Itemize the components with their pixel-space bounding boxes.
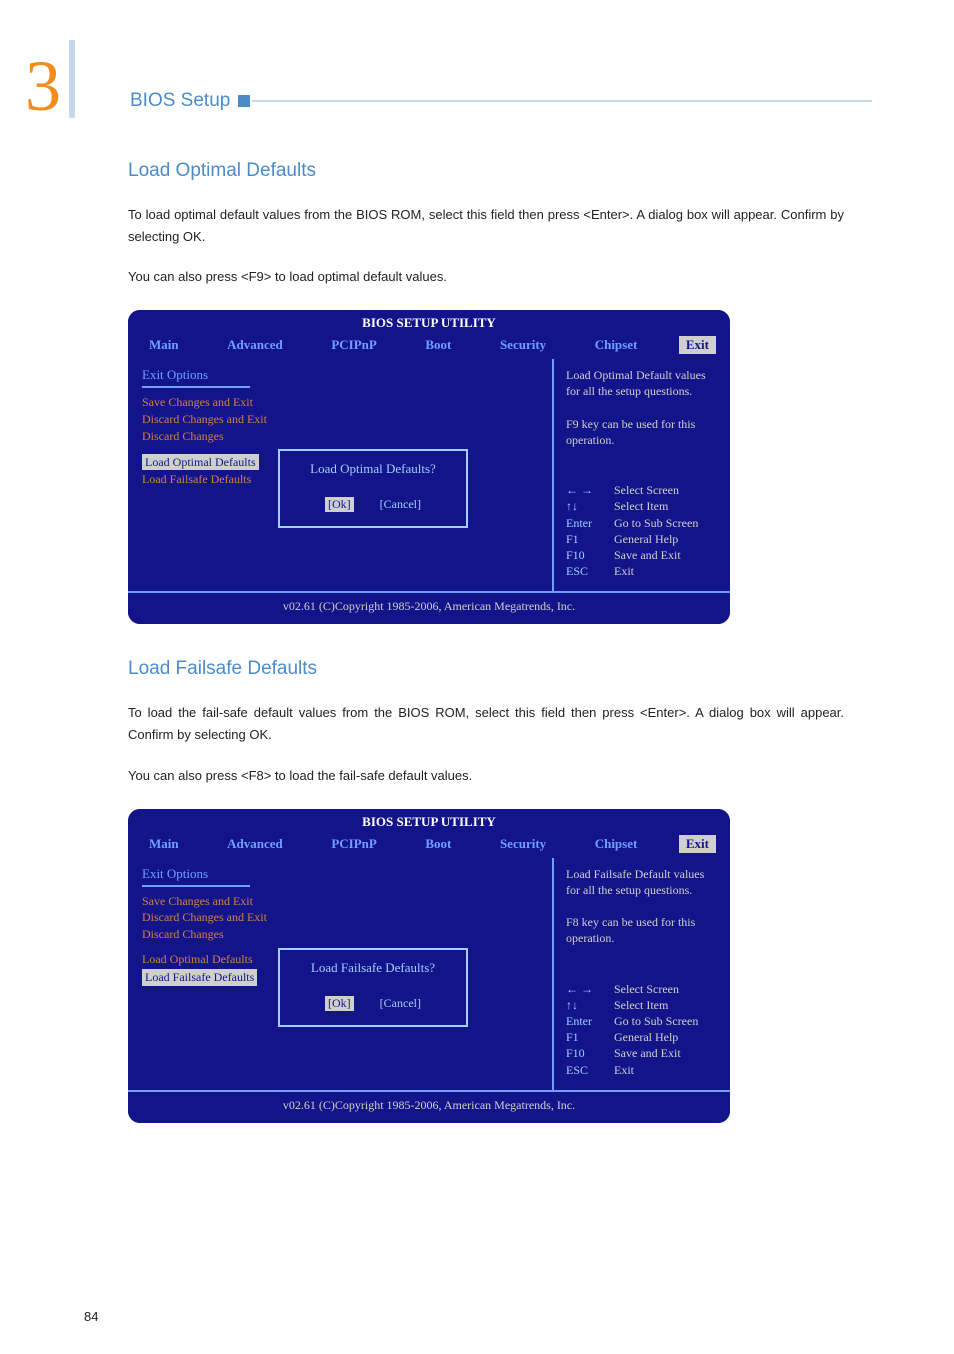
key-action: Select Item — [614, 997, 720, 1013]
bios-tab-advanced[interactable]: Advanced — [220, 336, 290, 354]
chapter-bar — [69, 40, 75, 118]
chapter-number: 3 — [25, 50, 61, 122]
bios-tab-main[interactable]: Main — [142, 336, 186, 354]
dialog-ok-button[interactable]: [Ok] — [325, 497, 354, 512]
bios-tab-pcipnp[interactable]: PCIPnP — [324, 835, 384, 853]
bios-side-desc: Load Optimal Default values for all the … — [566, 367, 720, 448]
exit-item-save[interactable]: Save Changes and Exit — [142, 893, 538, 910]
bios-side-panel: Load Failsafe Default values for all the… — [552, 858, 730, 1090]
heading-load-failsafe: Load Failsafe Defaults — [128, 658, 844, 680]
bios-main-panel: Exit Options Save Changes and Exit Disca… — [128, 858, 552, 1090]
dialog-buttons: [Ok] [Cancel] — [280, 996, 466, 1011]
section-title-line — [252, 100, 872, 102]
para-failsafe-1: To load the fail-safe default values fro… — [128, 702, 844, 746]
page-content: Load Optimal Defaults To load optimal de… — [128, 148, 844, 1133]
chapter-badge: 3 — [25, 40, 75, 122]
exit-options-title: Exit Options — [142, 367, 538, 383]
key-action: Save and Exit — [614, 1045, 720, 1061]
exit-item-save[interactable]: Save Changes and Exit — [142, 394, 538, 411]
key: F10 — [566, 1045, 614, 1061]
bios-tab-exit[interactable]: Exit — [679, 336, 716, 354]
bios-tabs: Main Advanced PCIPnP Boot Security Chips… — [128, 833, 730, 858]
bios-tab-chipset[interactable]: Chipset — [588, 835, 645, 853]
dialog-question: Load Failsafe Defaults? — [280, 960, 466, 976]
key-action: Select Screen — [614, 981, 720, 997]
key-action: General Help — [614, 1029, 720, 1045]
section-title: BIOS Setup — [130, 90, 872, 112]
bios-side-keys: ← →Select Screen ↑↓Select Item EnterGo t… — [566, 981, 720, 1078]
key: ↑↓ — [566, 997, 614, 1013]
key-action: Go to Sub Screen — [614, 515, 720, 531]
key: Enter — [566, 1013, 614, 1029]
bios-tab-main[interactable]: Main — [142, 835, 186, 853]
bios-tab-pcipnp[interactable]: PCIPnP — [324, 336, 384, 354]
exit-item-load-optimal[interactable]: Load Optimal Defaults — [142, 454, 259, 471]
key: ESC — [566, 563, 614, 579]
key-action: General Help — [614, 531, 720, 547]
exit-options-title: Exit Options — [142, 866, 538, 882]
bios-title: BIOS SETUP UTILITY — [128, 809, 730, 833]
bios-footer: v02.61 (C)Copyright 1985-2006, American … — [128, 1090, 730, 1123]
key: ← → — [566, 981, 614, 997]
exit-divider — [142, 885, 250, 887]
bios-tab-security[interactable]: Security — [493, 336, 553, 354]
bios-side-desc: Load Failsafe Default values for all the… — [566, 866, 720, 947]
exit-item-discard-exit[interactable]: Discard Changes and Exit — [142, 411, 538, 428]
key: F10 — [566, 547, 614, 563]
exit-item-load-failsafe[interactable]: Load Failsafe Defaults — [142, 969, 257, 986]
bios-main-panel: Exit Options Save Changes and Exit Disca… — [128, 359, 552, 591]
bios-tab-boot[interactable]: Boot — [418, 336, 458, 354]
bios-tab-security[interactable]: Security — [493, 835, 553, 853]
key-action: Exit — [614, 563, 720, 579]
para-failsafe-2: You can also press <F8> to load the fail… — [128, 765, 844, 787]
key: F1 — [566, 1029, 614, 1045]
bios-body: Exit Options Save Changes and Exit Disca… — [128, 858, 730, 1090]
para-optimal-1: To load optimal default values from the … — [128, 204, 844, 248]
bios-side-keys: ← →Select Screen ↑↓Select Item EnterGo t… — [566, 482, 720, 579]
dialog-cancel-button[interactable]: [Cancel] — [380, 497, 421, 512]
exit-item-discard-exit[interactable]: Discard Changes and Exit — [142, 909, 538, 926]
bios-screenshot-1: BIOS SETUP UTILITY Main Advanced PCIPnP … — [128, 310, 730, 624]
dialog-load-optimal: Load Optimal Defaults? [Ok] [Cancel] — [278, 449, 468, 528]
bios-side-panel: Load Optimal Default values for all the … — [552, 359, 730, 591]
exit-item-discard[interactable]: Discard Changes — [142, 428, 538, 445]
bios-tabs: Main Advanced PCIPnP Boot Security Chips… — [128, 334, 730, 359]
page-number: 84 — [84, 1309, 98, 1324]
key: ESC — [566, 1062, 614, 1078]
section-title-marker — [238, 95, 250, 107]
key: ↑↓ — [566, 498, 614, 514]
bios-screenshot-2: BIOS SETUP UTILITY Main Advanced PCIPnP … — [128, 809, 730, 1123]
dialog-ok-button[interactable]: [Ok] — [325, 996, 354, 1011]
dialog-cancel-button[interactable]: [Cancel] — [380, 996, 421, 1011]
key: F1 — [566, 531, 614, 547]
section-title-text: BIOS Setup — [130, 90, 230, 112]
bios-tab-boot[interactable]: Boot — [418, 835, 458, 853]
key-action: Select Item — [614, 498, 720, 514]
bios-tab-chipset[interactable]: Chipset — [588, 336, 645, 354]
key-action: Save and Exit — [614, 547, 720, 563]
key-action: Exit — [614, 1062, 720, 1078]
dialog-load-failsafe: Load Failsafe Defaults? [Ok] [Cancel] — [278, 948, 468, 1027]
key: ← → — [566, 482, 614, 498]
bios-tab-exit[interactable]: Exit — [679, 835, 716, 853]
key-action: Select Screen — [614, 482, 720, 498]
bios-body: Exit Options Save Changes and Exit Disca… — [128, 359, 730, 591]
key-action: Go to Sub Screen — [614, 1013, 720, 1029]
exit-item-discard[interactable]: Discard Changes — [142, 926, 538, 943]
bios-tab-advanced[interactable]: Advanced — [220, 835, 290, 853]
key: Enter — [566, 515, 614, 531]
para-optimal-2: You can also press <F9> to load optimal … — [128, 266, 844, 288]
dialog-question: Load Optimal Defaults? — [280, 461, 466, 477]
dialog-buttons: [Ok] [Cancel] — [280, 497, 466, 512]
heading-load-optimal: Load Optimal Defaults — [128, 160, 844, 182]
bios-footer: v02.61 (C)Copyright 1985-2006, American … — [128, 591, 730, 624]
exit-divider — [142, 386, 250, 388]
bios-title: BIOS SETUP UTILITY — [128, 310, 730, 334]
